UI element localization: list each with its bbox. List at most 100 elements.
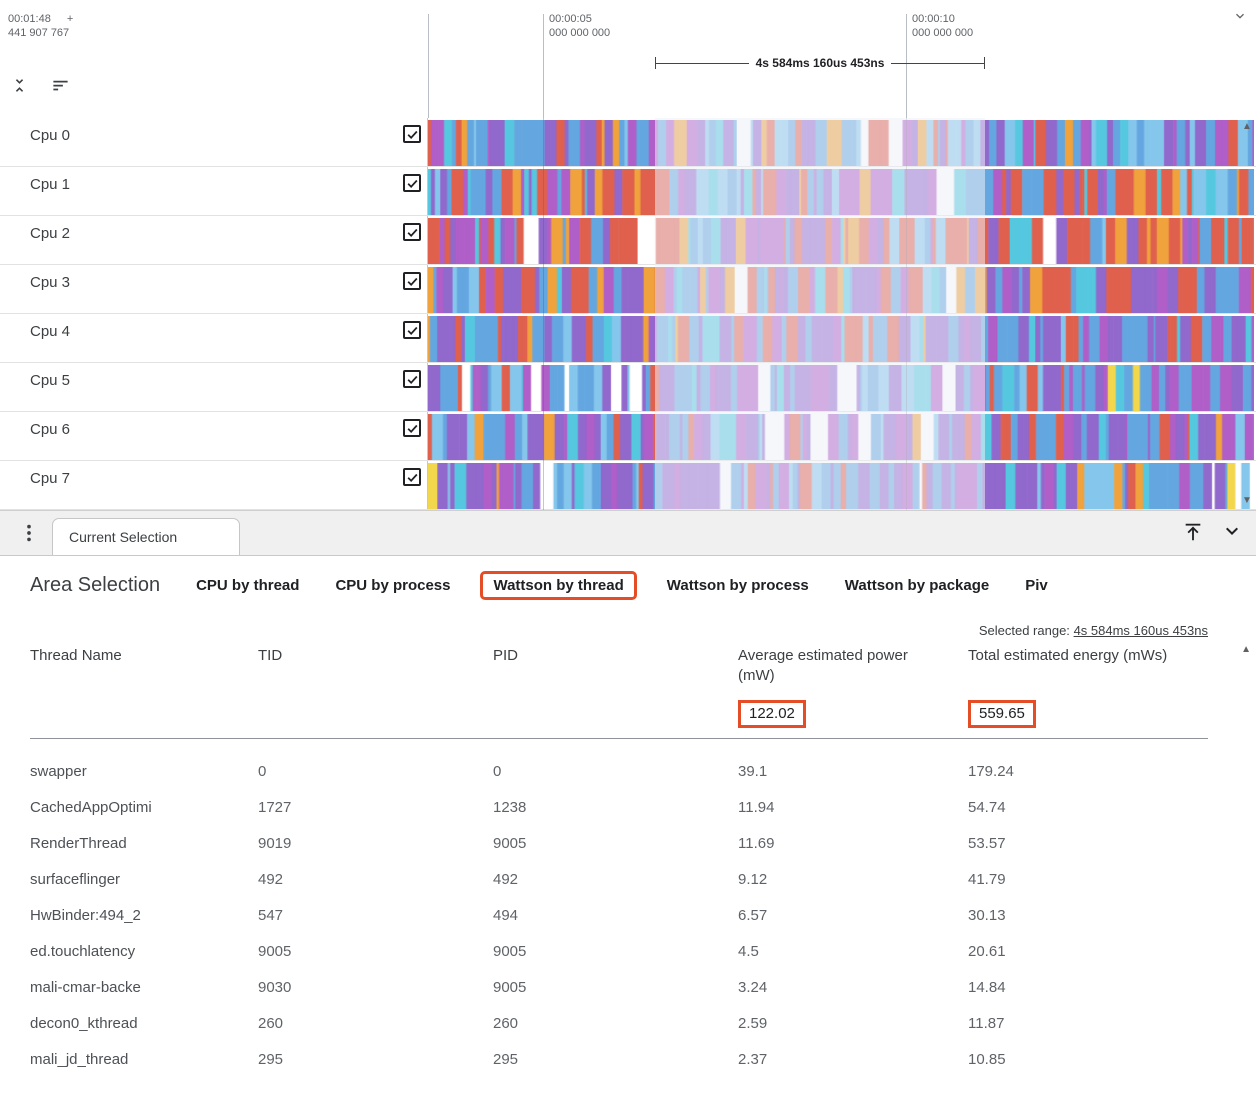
collapse-panel-button[interactable] xyxy=(1220,520,1244,544)
cell-total-energy: 10.85 xyxy=(968,1050,1006,1068)
total-energy: 559.65 xyxy=(968,700,1036,728)
cell-total-energy: 179.24 xyxy=(968,762,1014,780)
timeline-gridline-10s xyxy=(906,14,907,118)
detail-scroll-up-icon[interactable]: ▲ xyxy=(1241,644,1251,655)
timeline-tick-10s: 00:00:10 000 000 000 xyxy=(912,13,974,39)
cell-avg-power: 3.24 xyxy=(738,978,768,996)
track-checkbox[interactable] xyxy=(403,468,421,486)
cell-total-energy: 20.61 xyxy=(968,942,1006,960)
track-checkbox[interactable] xyxy=(403,272,421,290)
track-header-toolbar xyxy=(10,76,70,95)
tab-current-selection[interactable]: Current Selection xyxy=(52,518,241,555)
track-title: Cpu 7 xyxy=(30,470,71,487)
track-row[interactable]: Cpu 3 xyxy=(0,265,1256,314)
wattson-table: Selected range: 4s 584ms 160us 453ns Thr… xyxy=(0,623,1256,1077)
track-boundary-line xyxy=(428,14,429,118)
detail-panel: Area Selection CPU by thread CPU by proc… xyxy=(0,556,1256,1118)
panel-menu-button[interactable] xyxy=(18,522,40,544)
cell-total-energy: 11.87 xyxy=(968,1014,1005,1032)
col-pid: PID xyxy=(493,647,519,664)
detail-tab[interactable]: Wattson by thread xyxy=(480,571,637,600)
track-checkbox[interactable] xyxy=(403,370,421,388)
track-checkbox[interactable] xyxy=(403,174,421,192)
tracks-scrollbar[interactable]: ▲ ▼ xyxy=(1238,118,1256,510)
table-totals-row: 122.02 559.65 xyxy=(30,700,1208,728)
detail-tab[interactable]: Wattson by process xyxy=(666,577,809,594)
track-row[interactable]: Cpu 7 xyxy=(0,461,1256,510)
track-checkbox[interactable] xyxy=(403,419,421,437)
panel-title: Area Selection xyxy=(30,574,161,596)
track-title: Cpu 6 xyxy=(30,421,71,438)
cell-avg-power: 6.57 xyxy=(738,906,768,924)
track-row[interactable]: Cpu 2 xyxy=(0,216,1256,265)
cell-pid: 494 xyxy=(493,906,519,924)
cell-tid: 9030 xyxy=(258,978,292,996)
cell-avg-power: 39.1 xyxy=(738,762,768,780)
table-row: RenderThread 9019 9005 11.69 53.57 xyxy=(30,825,1208,861)
dock-panel-top-button[interactable] xyxy=(1182,521,1204,543)
cell-tid: 295 xyxy=(258,1050,284,1068)
col-total-energy: Total estimated energy (mWs) xyxy=(968,647,1168,664)
table-body: swapper 0 0 39.1 179.24 CachedAppOptimi … xyxy=(30,753,1208,1077)
sort-lines-icon xyxy=(53,80,68,91)
table-row: mali-cmar-backe 9030 9005 3.24 14.84 xyxy=(30,969,1208,1005)
vertical-dots-icon xyxy=(27,524,31,542)
track-row[interactable]: Cpu 1 xyxy=(0,167,1256,216)
cell-avg-power: 2.59 xyxy=(738,1014,768,1032)
total-avg-power: 122.02 xyxy=(738,700,806,728)
cell-thread-name: swapper xyxy=(30,762,87,780)
track-title: Cpu 1 xyxy=(30,176,71,193)
col-avg-power: Average estimated power (mW) xyxy=(738,647,908,684)
detail-tabs-row: Area Selection CPU by thread CPU by proc… xyxy=(0,556,1256,600)
track-rows: Cpu 0 Cpu 1 Cpu 2 Cpu 3 xyxy=(0,118,1256,510)
checkmark-icon xyxy=(407,277,417,286)
selected-range-value[interactable]: 4s 584ms 160us 453ns xyxy=(1073,623,1208,638)
col-tid: TID xyxy=(258,647,283,664)
header-chevron-icon[interactable] xyxy=(1232,8,1248,29)
cell-thread-name: mali_jd_thread xyxy=(30,1050,129,1068)
cell-pid: 260 xyxy=(493,1014,519,1032)
origin-time: 00:01:48 xyxy=(8,13,51,25)
detail-tab[interactable]: Wattson by package xyxy=(844,577,990,594)
track-row[interactable]: Cpu 4 xyxy=(0,314,1256,363)
cell-total-energy: 30.13 xyxy=(968,906,1006,924)
cell-thread-name: RenderThread xyxy=(30,834,127,852)
track-checkbox[interactable] xyxy=(403,125,421,143)
track-row[interactable]: Cpu 5 xyxy=(0,363,1256,412)
checkmark-icon xyxy=(407,375,417,384)
table-row: decon0_kthread 260 260 2.59 11.87 xyxy=(30,1005,1208,1041)
table-divider xyxy=(30,738,1208,739)
table-row: mali_jd_thread 295 295 2.37 10.85 xyxy=(30,1041,1208,1077)
cell-thread-name: mali-cmar-backe xyxy=(30,978,141,996)
track-checkbox[interactable] xyxy=(403,223,421,241)
table-row: swapper 0 0 39.1 179.24 xyxy=(30,753,1208,789)
cell-thread-name: decon0_kthread xyxy=(30,1014,138,1032)
scroll-up-icon[interactable]: ▲ xyxy=(1242,121,1252,132)
cell-total-energy: 41.79 xyxy=(968,870,1006,888)
cell-pid: 9005 xyxy=(493,978,527,996)
selected-range-line: Selected range: 4s 584ms 160us 453ns xyxy=(30,623,1208,638)
track-filter-button[interactable] xyxy=(51,76,70,95)
track-row[interactable]: Cpu 6 xyxy=(0,412,1256,461)
cell-pid: 0 xyxy=(493,762,502,780)
detail-tab[interactable]: Piv xyxy=(1025,577,1048,594)
detail-tab[interactable]: CPU by process xyxy=(335,577,451,594)
origin-nanoseconds: 441 907 767 xyxy=(8,27,70,39)
cell-tid: 9005 xyxy=(258,942,292,960)
cell-avg-power: 11.94 xyxy=(738,798,775,816)
checkmark-icon xyxy=(407,473,417,482)
track-checkbox[interactable] xyxy=(403,321,421,339)
vertical-align-top-icon xyxy=(1185,523,1201,541)
table-row: ed.touchlatency 9005 9005 4.5 20.61 xyxy=(30,933,1208,969)
collapse-tracks-button[interactable] xyxy=(10,76,29,95)
cell-pid: 492 xyxy=(493,870,519,888)
area-selection-overlay[interactable] xyxy=(655,118,985,510)
timeline-tick-5s: 00:00:05 000 000 000 xyxy=(549,13,611,39)
selected-range-label: Selected range: xyxy=(978,623,1070,638)
detail-tab[interactable]: CPU by thread xyxy=(196,577,300,594)
scroll-down-icon[interactable]: ▼ xyxy=(1242,495,1252,506)
track-row[interactable]: Cpu 0 xyxy=(0,118,1256,167)
cell-thread-name: surfaceflinger xyxy=(30,870,121,888)
tracks-gridline-5s xyxy=(543,118,544,510)
timeline-gridline-5s xyxy=(543,14,544,118)
